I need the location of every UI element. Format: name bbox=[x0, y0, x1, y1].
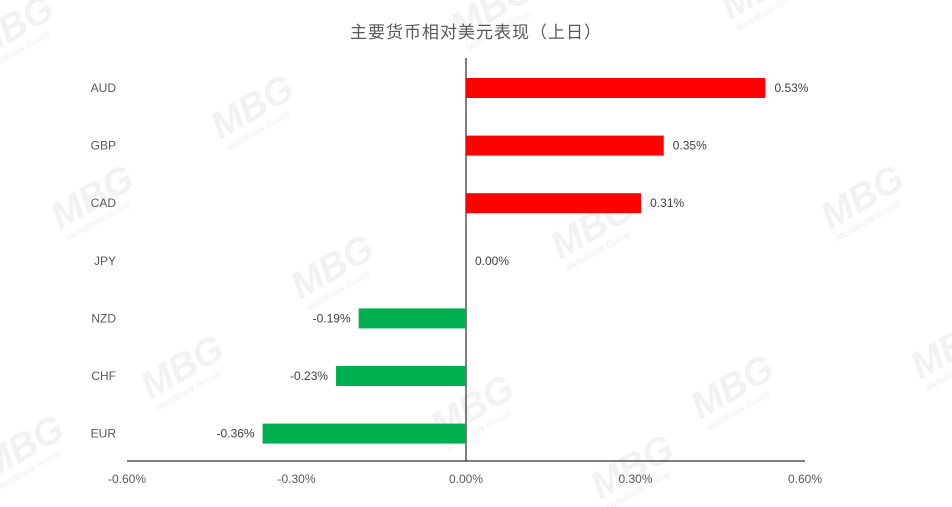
data-label: 0.35% bbox=[673, 139, 707, 153]
category-label: CHF bbox=[91, 369, 116, 383]
data-label: 0.53% bbox=[774, 81, 808, 95]
x-tick-label: 0.30% bbox=[618, 472, 652, 486]
data-label: -0.36% bbox=[217, 427, 255, 441]
bar-nzd bbox=[358, 308, 466, 329]
category-label: NZD bbox=[91, 311, 116, 325]
data-label: -0.19% bbox=[313, 311, 351, 325]
category-label: CAD bbox=[91, 196, 117, 210]
bar-aud bbox=[466, 78, 766, 98]
category-label: JPY bbox=[94, 254, 116, 268]
x-tick-label: 0.60% bbox=[788, 472, 822, 486]
category-label: AUD bbox=[91, 81, 117, 95]
x-tick-label: -0.30% bbox=[277, 472, 315, 486]
bar-chf bbox=[336, 366, 466, 386]
x-tick-label: -0.60% bbox=[108, 472, 146, 486]
watermark-text: MBG bbox=[444, 0, 542, 48]
data-label: 0.00% bbox=[475, 254, 509, 268]
chart-title: 主要货币相对美元表现（上日） bbox=[350, 23, 602, 43]
bar-gbp bbox=[466, 135, 664, 156]
x-tick-label: 0.00% bbox=[449, 472, 483, 486]
bar-cad bbox=[466, 193, 642, 214]
category-label: GBP bbox=[91, 139, 116, 153]
data-label: -0.23% bbox=[290, 369, 328, 383]
data-label: 0.31% bbox=[650, 196, 684, 210]
category-label: EUR bbox=[91, 427, 117, 441]
bar-eur bbox=[262, 423, 466, 444]
